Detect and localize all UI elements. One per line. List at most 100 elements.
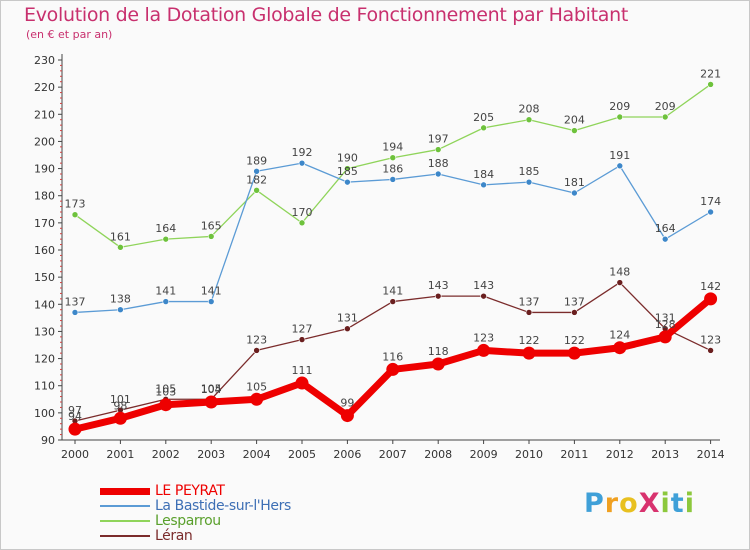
- data-point-le-peyrat: [386, 362, 400, 376]
- data-point-le-peyrat: [68, 422, 82, 436]
- data-label: 122: [519, 334, 540, 347]
- data-label: 192: [292, 146, 313, 159]
- logo-letter: o: [619, 488, 639, 519]
- x-tick-label: 2011: [560, 448, 588, 461]
- y-tick-label: 110: [34, 380, 55, 393]
- data-label: 143: [428, 279, 449, 292]
- logo-letter: r: [604, 488, 620, 519]
- x-tick-label: 2001: [106, 448, 134, 461]
- data-label: 164: [155, 222, 176, 235]
- data-point-l-ran: [525, 309, 533, 316]
- data-label: 221: [700, 67, 721, 80]
- data-label: 137: [564, 295, 585, 308]
- data-point-le-peyrat: [159, 398, 173, 412]
- logo-letter: i: [684, 488, 695, 519]
- data-label: 191: [609, 149, 630, 162]
- data-label: 104: [201, 383, 222, 396]
- data-point-la-bastide-sur-l-hers: [389, 176, 397, 183]
- data-label: 141: [201, 285, 222, 298]
- y-tick-label: 210: [34, 108, 55, 121]
- data-label: 181: [564, 176, 585, 189]
- data-label: 141: [155, 285, 176, 298]
- data-point-la-bastide-sur-l-hers: [707, 208, 714, 216]
- data-point-lesparrou: [525, 116, 533, 124]
- y-tick-label: 100: [34, 407, 55, 420]
- data-point-lesparrou: [434, 146, 442, 153]
- data-label: 131: [337, 312, 358, 325]
- data-point-le-peyrat: [658, 330, 672, 344]
- y-tick-label: 220: [34, 81, 55, 94]
- x-tick-label: 2000: [61, 448, 89, 461]
- data-point-le-peyrat: [567, 346, 581, 360]
- data-point-le-peyrat: [431, 357, 445, 371]
- y-tick-label: 180: [34, 190, 55, 203]
- data-point-la-bastide-sur-l-hers: [344, 178, 351, 186]
- data-point-lesparrou: [207, 233, 215, 240]
- data-point-lesparrou: [344, 165, 351, 172]
- data-label: 127: [292, 323, 313, 336]
- data-point-lesparrou: [661, 113, 669, 121]
- data-label: 123: [700, 333, 721, 346]
- x-tick-label: 2014: [697, 448, 725, 461]
- data-label: 209: [609, 100, 630, 113]
- y-tick-label: 140: [34, 298, 55, 311]
- data-point-lesparrou: [117, 243, 124, 251]
- data-label: 165: [201, 219, 222, 232]
- data-label: 164: [655, 222, 676, 235]
- data-label: 118: [428, 345, 449, 358]
- data-label: 141: [382, 285, 403, 298]
- x-tick-label: 2004: [243, 448, 271, 461]
- data-label: 174: [700, 195, 721, 208]
- data-label: 137: [519, 295, 540, 308]
- data-label: 189: [246, 154, 267, 167]
- data-label: 105: [201, 382, 222, 395]
- data-label: 99: [340, 397, 354, 410]
- data-label: 184: [473, 168, 494, 181]
- logo-letter: i: [660, 488, 671, 519]
- data-label: 182: [246, 173, 267, 186]
- y-tick-label: 150: [34, 271, 55, 284]
- data-label: 137: [65, 295, 86, 308]
- legend-swatch: [100, 535, 150, 537]
- legend-swatch: [100, 505, 150, 507]
- x-tick-label: 2008: [424, 448, 452, 461]
- data-point-l-ran: [707, 347, 714, 354]
- data-point-la-bastide-sur-l-hers: [298, 159, 306, 167]
- data-label: 186: [382, 162, 403, 175]
- y-tick-label: 170: [34, 217, 55, 230]
- data-label: 98: [113, 399, 127, 412]
- logo-letter: P: [584, 488, 605, 519]
- data-point-la-bastide-sur-l-hers: [71, 309, 79, 316]
- y-tick-label: 90: [41, 434, 55, 447]
- logo-letter: X: [638, 488, 661, 519]
- legend-swatch: [100, 520, 150, 522]
- data-point-lesparrou: [389, 154, 397, 162]
- data-point-le-peyrat: [204, 395, 218, 409]
- legend-label: La Bastide-sur-l'Hers: [155, 498, 291, 514]
- x-tick-label: 2007: [379, 448, 407, 461]
- y-tick-label: 200: [34, 135, 55, 148]
- data-point-l-ran: [389, 298, 397, 305]
- x-tick-label: 2006: [333, 448, 361, 461]
- data-point-lesparrou: [298, 219, 306, 227]
- data-point-la-bastide-sur-l-hers: [525, 178, 533, 186]
- x-tick-label: 2003: [197, 448, 225, 461]
- data-label: 197: [428, 133, 449, 146]
- data-label: 208: [519, 103, 540, 116]
- data-label: 205: [473, 111, 494, 124]
- data-point-lesparrou: [480, 124, 487, 132]
- legend-swatch: [100, 487, 150, 495]
- data-label: 131: [655, 312, 676, 325]
- proxiti-logo: ProXiti: [584, 488, 695, 519]
- x-tick-label: 2009: [470, 448, 498, 461]
- data-label: 170: [292, 206, 313, 219]
- data-point-le-peyrat: [250, 392, 264, 406]
- data-label: 103: [155, 386, 176, 399]
- x-tick-label: 2010: [515, 448, 543, 461]
- data-point-lesparrou: [616, 113, 624, 121]
- data-label: 204: [564, 114, 585, 127]
- data-point-la-bastide-sur-l-hers: [661, 235, 669, 243]
- data-label: 105: [246, 380, 267, 393]
- data-point-lesparrou: [71, 211, 79, 219]
